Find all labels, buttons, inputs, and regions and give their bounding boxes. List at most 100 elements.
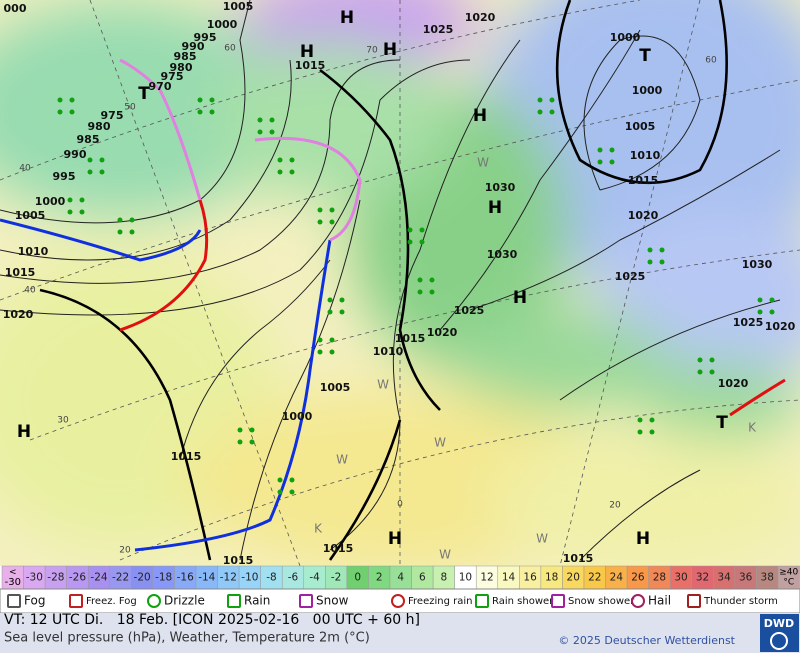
isobar-label: 975 [101, 109, 124, 122]
scale-label: -8 [266, 572, 276, 584]
temperature-mark: W [536, 532, 548, 546]
rain-symbol [277, 157, 283, 163]
legend-symbol [147, 594, 161, 608]
description: Sea level pressure (hPa), Weather, Tempe… [4, 631, 370, 646]
graticule-label: 40 [19, 164, 31, 174]
temperature-mark: W [439, 548, 451, 562]
rain-symbol [57, 97, 63, 103]
scale-label: 14 [502, 572, 516, 584]
rain-symbol [87, 157, 93, 163]
scale-label: -24 [90, 572, 107, 584]
rain-symbol [197, 109, 203, 115]
cold-front [0, 218, 202, 262]
legend-label: Rain shower [492, 596, 554, 607]
legend-label: Hail [648, 594, 671, 608]
graticule-label: 30 [57, 416, 69, 426]
rain-symbol [549, 109, 555, 115]
rain-symbol [709, 369, 715, 375]
legend-symbol [687, 594, 701, 608]
dwd-logo-text: DWD [764, 617, 794, 630]
legend-symbol [631, 594, 645, 608]
rain-symbol [269, 129, 275, 135]
rain-symbol [597, 147, 603, 153]
scale-label: -10 [241, 572, 258, 584]
scale-label: 28 [653, 572, 666, 584]
rain-symbol [407, 227, 413, 233]
rain-symbol [129, 229, 135, 235]
rain-symbol [537, 109, 543, 115]
rain-symbol [57, 109, 63, 115]
scale-label: -16 [177, 572, 194, 584]
isobar-label: 980 [170, 61, 193, 74]
legend-label: Thunder storm [703, 596, 778, 607]
rain-symbol [339, 309, 345, 315]
rain-symbol [329, 337, 335, 343]
scale-label: -30 [26, 572, 43, 584]
isobar-label: 1025 [423, 23, 454, 36]
scale-label: -28 [47, 572, 64, 584]
rain-symbol [609, 159, 615, 165]
rain-symbol [647, 247, 653, 253]
scale-label: -2 [331, 572, 341, 584]
isobar-label: 980 [88, 120, 111, 133]
rain-symbol [419, 239, 425, 245]
scale-label: 36 [739, 572, 753, 584]
scale-label: -6 [288, 572, 299, 584]
rain-symbol [237, 439, 243, 445]
graticule-label: 0 [397, 500, 403, 510]
isobar-label: 985 [174, 50, 197, 63]
isobar-label: 1000 [610, 31, 641, 44]
isobar-label: 1010 [18, 245, 49, 258]
warm-front [729, 378, 786, 417]
scale-label: 24 [610, 572, 624, 584]
rain-symbol [637, 417, 643, 423]
rain-symbol [697, 357, 703, 363]
rain-symbol [69, 97, 75, 103]
legend-symbol [7, 594, 21, 608]
weather-legend: Fog Freez. Fog Drizzle Rain Snow Freezing rai… [7, 594, 778, 608]
isobar-label: 990 [182, 40, 205, 53]
isobar-label: 1025 [454, 304, 485, 317]
temperature-mark: W [477, 156, 489, 170]
footer-background [0, 613, 800, 653]
isobar-label: 1005 [223, 0, 254, 13]
copyright: © 2025 Deutscher Wetterdienst [558, 634, 735, 647]
rain-symbol [697, 369, 703, 375]
scale-label: 18 [545, 572, 558, 584]
isobar-label: 1020 [718, 377, 749, 390]
map: 000 1005100099599098598097597097598098599… [0, 0, 800, 570]
scale-label: 22 [588, 572, 601, 584]
rain-symbol [429, 289, 435, 295]
isobar-label: 1025 [615, 270, 646, 283]
rain-symbol [407, 239, 413, 245]
scale-label: 30 [674, 572, 687, 584]
isobar-label: 1000 [632, 84, 663, 97]
rain-symbol [647, 259, 653, 265]
pressure-center: H [383, 40, 397, 60]
rain-symbol [417, 289, 423, 295]
rain-symbol [429, 277, 435, 283]
rain-symbol [209, 97, 215, 103]
scale-below-value: -30 [5, 577, 21, 588]
scale-label: 6 [419, 572, 426, 584]
temperature-mark: W [434, 436, 446, 450]
rain-symbol [257, 129, 263, 135]
rain-symbol [417, 277, 423, 283]
temperature-scale: <-30 -30 -28 -26 -24 -22 -20 -18 -16 -14 -12 -10 -8-… [1, 565, 800, 590]
rain-symbol [659, 259, 665, 265]
rain-symbol [317, 337, 323, 343]
rain-symbol [69, 109, 75, 115]
rain-symbol [277, 169, 283, 175]
scale-label: -12 [220, 572, 237, 584]
rain-symbol [67, 197, 73, 203]
isobar-label: 995 [194, 31, 217, 44]
rain-symbol [99, 169, 105, 175]
main-isobars [39, 0, 728, 561]
scale-label: 38 [761, 572, 774, 584]
legend-label: Snow [316, 594, 349, 608]
isobar-label: 1000 [35, 195, 66, 208]
pressure-center: H [300, 42, 314, 62]
scale-label: 4 [397, 572, 404, 584]
rain-symbol [329, 349, 335, 355]
isobar-label: 1015 [628, 174, 659, 187]
